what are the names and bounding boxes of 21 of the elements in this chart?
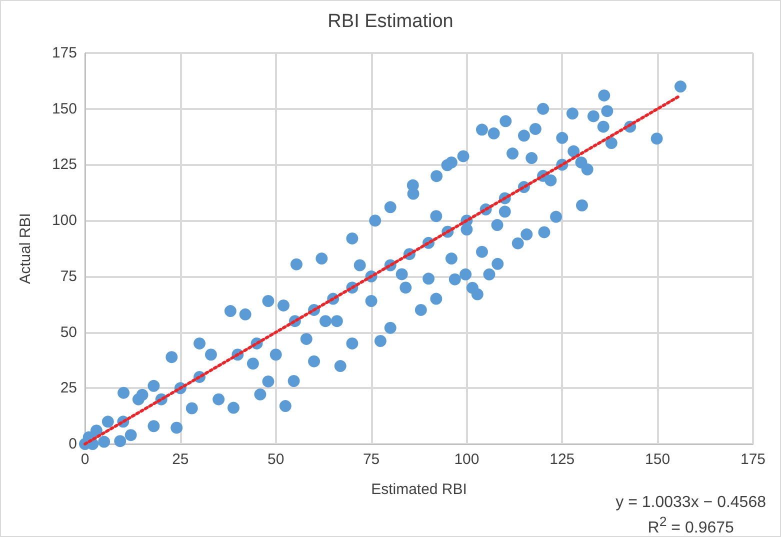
y-tick-label: 125: [52, 156, 77, 174]
y-tick-label: 100: [52, 212, 77, 230]
x-tick-label: 100: [454, 451, 480, 468]
x-tick-label: 175: [740, 451, 766, 468]
y-tick-label: 150: [52, 100, 77, 118]
text: R$^{2}$ = 0.9675: [646, 513, 735, 537]
y-tick-label: 50: [60, 324, 77, 341]
x-tick-label: 75: [362, 451, 380, 468]
x-tick-label: 25: [172, 451, 189, 468]
x-tick-label: 150: [645, 451, 670, 468]
x-tick-label: 50: [268, 451, 284, 468]
y-tick-label: 75: [60, 268, 77, 285]
chart-title: RBI Estimation: [328, 11, 454, 32]
text: y = 1.0033x − 0.4568: [616, 493, 766, 512]
x-tick-label: 125: [550, 451, 575, 468]
y-tick-label: 25: [60, 380, 77, 397]
y-axis-title: Actual RBI: [17, 213, 34, 284]
x-axis-title: Estimated RBI: [371, 481, 467, 498]
y-tick-label: 175: [52, 44, 77, 62]
y-tick-label: 0: [68, 436, 77, 452]
x-tick-label: 0: [80, 451, 90, 468]
